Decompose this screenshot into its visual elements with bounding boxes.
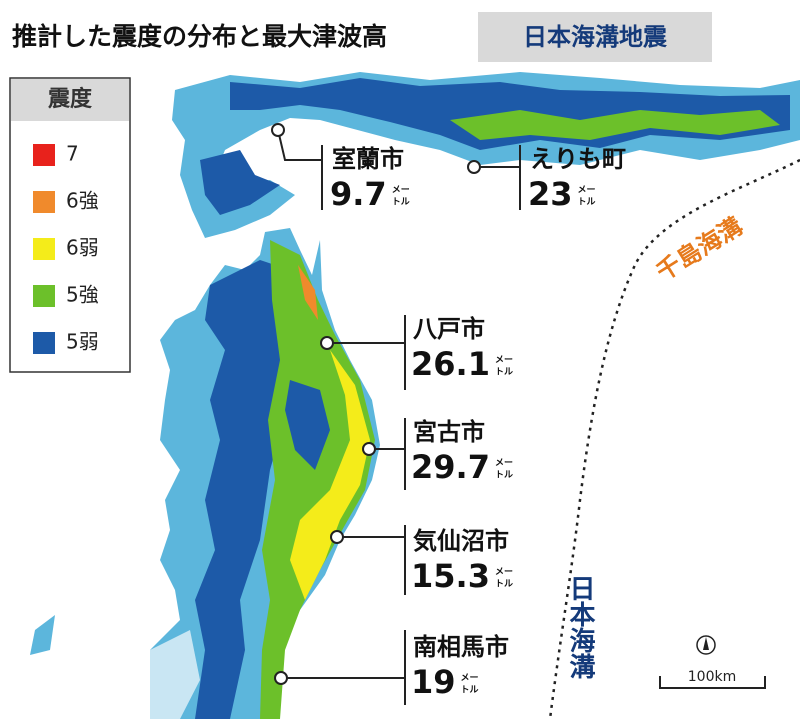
legend-label: 7: [66, 142, 79, 166]
legend-header: [11, 79, 129, 121]
city-height: 26.1: [411, 345, 490, 383]
legend-swatch: [33, 285, 55, 307]
legend-swatch: [33, 238, 55, 260]
city-unit: トル: [461, 685, 479, 696]
legend-label: 5弱: [66, 330, 99, 354]
city-unit: メー: [495, 458, 513, 469]
legend-swatch: [33, 191, 55, 213]
legend-box: [9, 77, 131, 373]
city-name: えりも町: [530, 145, 626, 173]
city-name: 宮古市: [413, 418, 485, 446]
scale-bar: [659, 676, 766, 689]
trench-label: 日本海溝: [565, 575, 595, 680]
north-arrow: [703, 637, 709, 650]
trench-label: 千島海溝: [651, 212, 747, 287]
city-height: 23: [528, 175, 573, 213]
legend-title: 震度: [48, 86, 93, 112]
callout-lines: [277, 129, 521, 705]
city-unit: メー: [495, 355, 513, 366]
city-height: 19: [411, 663, 456, 701]
legend-label: 5強: [66, 283, 99, 307]
city-unit: トル: [392, 197, 410, 208]
city-unit: トル: [578, 197, 596, 208]
land: [30, 72, 800, 719]
city-unit: メー: [392, 185, 410, 196]
title: 推計した震度の分布と最大津波高: [12, 22, 387, 51]
city-unit: トル: [495, 367, 513, 378]
legend-label: 6強: [66, 189, 99, 213]
legend-swatch: [33, 332, 55, 354]
city-unit: トル: [495, 579, 513, 590]
city-unit: メー: [495, 567, 513, 578]
city-height: 15.3: [411, 557, 490, 595]
city-unit: トル: [495, 470, 513, 481]
scale-label: 100km: [688, 669, 736, 685]
city-name: 室蘭市: [332, 145, 404, 173]
city-height: 29.7: [411, 448, 490, 486]
city-name: 南相馬市: [413, 633, 509, 661]
badge: [478, 12, 712, 62]
city-name: 八戸市: [413, 315, 485, 343]
city-markers: [271, 123, 481, 685]
city-unit: メー: [461, 673, 479, 684]
city-unit: メー: [578, 185, 596, 196]
city-height: 9.7: [330, 175, 387, 213]
legend-swatch: [33, 144, 55, 166]
legend-items: 7 6強 6弱 5強 5弱: [33, 142, 99, 354]
legend-label: 6弱: [66, 236, 99, 260]
trench-line: [548, 158, 800, 719]
city-name: 気仙沼市: [413, 527, 509, 555]
badge-text: 日本海溝地震: [523, 23, 668, 51]
